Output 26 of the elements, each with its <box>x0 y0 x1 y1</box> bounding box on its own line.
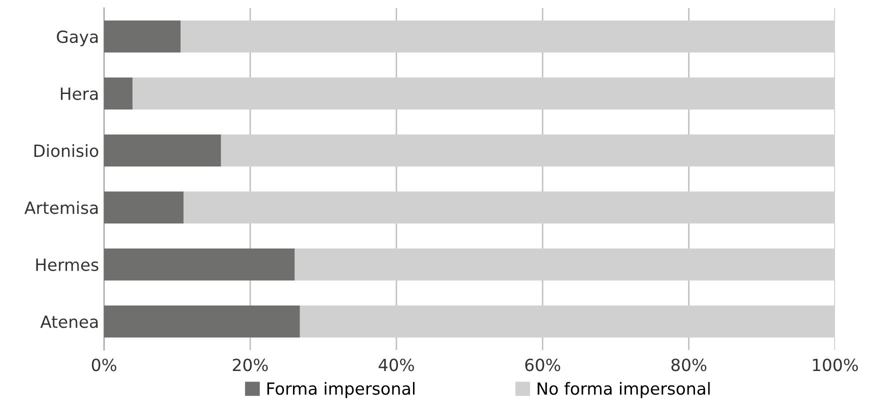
bar <box>300 306 835 338</box>
bar <box>104 78 133 110</box>
bar <box>220 134 835 166</box>
y-tick-label: Atenea <box>40 316 98 328</box>
bar <box>180 20 835 52</box>
x-tick-label: 0% <box>92 358 116 372</box>
y-tick-label: Hera <box>60 88 98 100</box>
x-tick-label: 40% <box>378 358 414 372</box>
x-tick-label: 100% <box>813 358 858 372</box>
legend-label: No forma impersonal <box>538 382 710 398</box>
legend-label: Forma impersonal <box>267 382 415 398</box>
bar <box>184 192 835 224</box>
x-tick-label: 20% <box>232 358 268 372</box>
y-tick-label: Artemisa <box>24 201 98 214</box>
bar <box>294 248 835 280</box>
bar <box>104 20 181 52</box>
y-tick-label: Dionisio <box>34 144 98 158</box>
x-tick-label: 80% <box>671 358 706 372</box>
bar <box>132 78 835 110</box>
x-tick-label: 60% <box>525 358 560 372</box>
bar <box>104 306 300 338</box>
bar <box>104 248 295 280</box>
bar <box>104 134 221 166</box>
y-tick-label: Hermes <box>36 258 98 272</box>
y-tick-label: Gaya <box>56 30 98 46</box>
bar <box>104 192 184 224</box>
